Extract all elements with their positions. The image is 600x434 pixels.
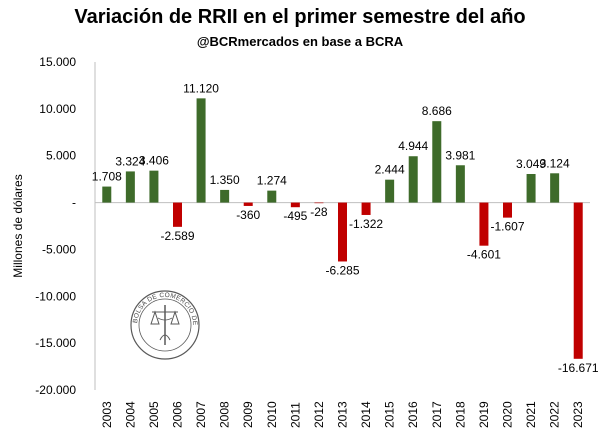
x-tick-label: 2010 — [265, 401, 279, 428]
bar-2016 — [408, 156, 418, 203]
chart-subtitle: @BCRmercados en base a BCRA — [196, 34, 404, 49]
x-tick-label: 2021 — [524, 401, 538, 428]
bar-2005 — [149, 170, 159, 203]
x-tick-label: 2017 — [430, 401, 444, 428]
y-tick-label: -10.000 — [35, 289, 76, 303]
x-tick-label: 2020 — [501, 401, 515, 428]
x-tick-label: 2015 — [383, 401, 397, 428]
bar-2015 — [385, 179, 395, 203]
data-label-2007: 11.120 — [183, 81, 219, 95]
bar-2021 — [526, 173, 536, 203]
data-label-2011: -495 — [283, 209, 307, 223]
y-tick-label: -20.000 — [35, 383, 76, 397]
bar-2006 — [173, 202, 182, 227]
data-label-2023: -16.671 — [558, 361, 599, 375]
y-tick-label: -15.000 — [35, 336, 76, 350]
x-tick-label: 2005 — [147, 401, 161, 428]
x-tick-label: 2016 — [406, 401, 420, 428]
data-label-2003: 1.708 — [92, 170, 122, 184]
x-tick-label: 2003 — [100, 401, 114, 428]
bar-2012 — [314, 202, 324, 204]
data-label-2017: 8.686 — [422, 104, 452, 118]
data-label-2014: -1.322 — [349, 217, 383, 231]
x-tick-label: 2013 — [336, 401, 350, 428]
bar-2017 — [432, 121, 442, 203]
bar-2007 — [196, 98, 206, 203]
bar-2013 — [338, 202, 347, 262]
bar-2023 — [573, 202, 583, 359]
data-label-2022: 3.124 — [540, 156, 570, 170]
x-tick-label: 2004 — [123, 401, 137, 428]
data-label-2015: 2.444 — [375, 163, 405, 177]
bar-2019 — [479, 202, 489, 246]
y-tick-label: 5.000 — [46, 149, 76, 163]
data-label-2018: 3.981 — [445, 148, 475, 162]
x-tick-label: 2023 — [571, 401, 585, 428]
y-tick-label: 15.000 — [39, 55, 76, 69]
data-label-2021: 3.049 — [516, 157, 546, 171]
data-label-2012: -28 — [310, 205, 328, 219]
x-tick-label: 2014 — [359, 401, 373, 428]
bar-2003 — [102, 186, 112, 203]
bar-2018 — [455, 165, 465, 203]
data-label-2008: 1.350 — [210, 173, 240, 187]
data-label-2019: -4.601 — [467, 248, 501, 262]
data-label-2006: -2.589 — [160, 229, 194, 243]
bar-2011 — [290, 202, 300, 208]
bar-2009 — [243, 202, 253, 206]
x-tick-label: 2019 — [477, 401, 491, 428]
data-label-2009: -360 — [236, 208, 260, 222]
bar-2004 — [125, 171, 135, 203]
data-label-2016: 4.944 — [398, 139, 428, 153]
x-tick-label: 2006 — [171, 401, 185, 428]
x-tick-label: 2011 — [288, 402, 302, 428]
x-tick-label: 2022 — [548, 401, 562, 428]
bar-2010 — [267, 190, 277, 203]
y-tick-label: 10.000 — [39, 102, 76, 116]
bar-2022 — [550, 173, 560, 203]
data-label-2020: -1.607 — [490, 220, 524, 234]
bar-2014 — [361, 202, 371, 215]
x-tick-label: 2012 — [312, 401, 326, 428]
x-tick-label: 2007 — [194, 401, 208, 428]
y-tick-label: - — [72, 196, 76, 210]
x-tick-label: 2009 — [241, 401, 255, 428]
data-label-2010: 1.274 — [257, 174, 287, 188]
data-label-2005: 3.406 — [139, 154, 169, 168]
chart-title: Variación de RRII en el primer semestre … — [74, 6, 526, 28]
bar-2008 — [220, 189, 230, 203]
y-tick-label: -5.000 — [42, 242, 76, 256]
bar-2020 — [503, 202, 512, 218]
y-axis-label: Millones de dólares — [11, 174, 25, 277]
x-tick-label: 2018 — [453, 401, 467, 428]
x-tick-label: 2008 — [218, 401, 232, 428]
data-label-2004: 3.324 — [115, 154, 145, 168]
data-label-2013: -6.285 — [325, 263, 359, 277]
